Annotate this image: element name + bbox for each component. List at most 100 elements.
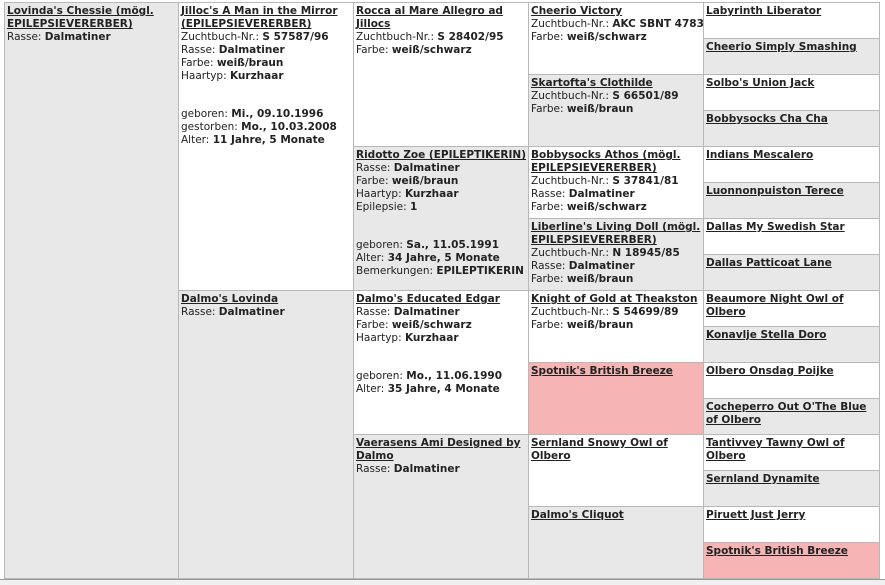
dog-name-link[interactable]: Beaumore Night Owl of Olbero [706, 293, 844, 318]
detail-value: S 54699/89 [612, 306, 679, 318]
detail-label: Rasse: [531, 188, 566, 200]
dog-name-link[interactable]: Dallas Patticoat Lane [706, 257, 832, 269]
dog-cell: Spotnik's British Breeze [528, 362, 704, 435]
dog-cell: Dalmo's Lovinda Rasse: Dalmatiner [178, 290, 354, 579]
detail-row: Farbe: weiß/schwarz [531, 31, 701, 44]
dog-name-link[interactable]: Bobbysocks Athos (mögl. EPILEPSIEVERERBE… [531, 149, 681, 174]
detail-row: Rasse: Dalmatiner [7, 31, 177, 44]
detail-value: weiß/braun [566, 103, 634, 115]
detail-row: geboren: Mo., 11.06.1990 [356, 370, 526, 383]
dog-name-link[interactable]: Sernland Dynamite [706, 473, 820, 485]
dog-name-link[interactable]: Tantivvey Tawny Owl of Olbero [706, 437, 845, 462]
info-block: Rasse: Dalmatiner [181, 306, 351, 319]
detail-value: S 37841/81 [612, 175, 679, 187]
detail-row: Zuchtbuch-Nr.: S 28402/95 [356, 31, 526, 44]
detail-row: Zuchtbuch-Nr.: AKC SBNT 478351 [531, 18, 703, 31]
detail-row: Rasse: Dalmatiner [181, 44, 351, 57]
dog-name-link[interactable]: Sernland Snowy Owl of Olbero [531, 437, 668, 462]
dog-cell: Dallas Patticoat Lane [703, 254, 880, 291]
dog-cell: Labyrinth Liberator [703, 2, 880, 39]
info-block: Rasse: Dalmatiner Farbe: weiß/schwarz Haar… [356, 306, 526, 345]
detail-row: Rasse: Dalmatiner [531, 188, 701, 201]
dog-cell: Knight of Gold at Theakston Zuchtbuch-Nr.… [528, 290, 704, 363]
dog-cell: Bobbysocks Athos (mögl. EPILEPSIEVERERBE… [528, 146, 704, 219]
dog-cell: Rocca al Mare Allegro ad Jillocs Zuchtbuc… [353, 2, 529, 147]
detail-label: Rasse: [181, 44, 216, 56]
dog-name-link[interactable]: Dalmo's Cliquot [531, 509, 624, 521]
detail-label: Zuchtbuch-Nr.: [531, 247, 610, 259]
info-block: Zuchtbuch-Nr.: AKC SBNT 478351Farbe: wei… [531, 18, 703, 44]
dog-name-link[interactable]: Dalmo's Educated Edgar [356, 293, 500, 305]
detail-label: Rasse: [7, 31, 42, 43]
detail-label: Bemerkungen: [356, 265, 434, 277]
dog-name-link[interactable]: Vaerasens Ami Designed by Dalmo [356, 437, 521, 462]
detail-label: Haartyp: [356, 188, 402, 200]
detail-value: Mi., 09.10.1996 [231, 108, 324, 120]
dog-name-link[interactable]: Piruett Just Jerry [706, 509, 806, 521]
detail-value: weiß/schwarz [391, 44, 472, 56]
dog-cell: Spotnik's British Breeze [703, 542, 880, 579]
info-block: Rasse: Dalmatiner Farbe: weiß/braun Haarty… [356, 162, 526, 214]
dog-name-link[interactable]: Spotnik's British Breeze [531, 365, 673, 377]
detail-row: Alter: 35 Jahre, 4 Monate [356, 383, 526, 396]
detail-value: S 28402/95 [437, 31, 504, 43]
detail-label: Zuchtbuch-Nr.: [356, 31, 435, 43]
dog-name-link[interactable]: Cheerio Simply Smashing [706, 41, 857, 53]
dog-name-link[interactable]: Olbero Onsdag Poijke [706, 365, 834, 377]
dog-name-link[interactable]: Skartofta's Clothilde [531, 77, 653, 89]
dog-name-link[interactable]: Jilloc's A Man in the Mirror (EPILEPSIEV… [181, 5, 338, 30]
detail-row: Zuchtbuch-Nr.: S 66501/89 [531, 90, 701, 103]
detail-row: Alter: 11 Jahre, 5 Monate [181, 134, 351, 147]
dog-name-link[interactable]: Luonnonpuiston Terece [706, 185, 844, 197]
dog-name-link[interactable]: Liberline's Living Doll (mögl. EPILEPSIE… [531, 221, 701, 246]
dog-cell: Olbero Onsdag Poijke [703, 362, 880, 399]
detail-value: weiß/braun [216, 57, 284, 69]
info-block: Zuchtbuch-Nr.: S 37841/81 Rasse: Dalmatin… [531, 175, 701, 214]
detail-row: Farbe: weiß/braun [356, 175, 526, 188]
detail-value: 34 Jahre, 5 Monate [387, 252, 500, 264]
info-block: Zuchtbuch-Nr.: S 28402/95 Farbe: weiß/sch… [356, 31, 526, 57]
detail-value: Dalmatiner [44, 31, 111, 43]
info-block: Zuchtbuch-Nr.: S 57587/96 Rasse: Dalmatin… [181, 31, 351, 83]
dog-name-link[interactable]: Ridotto Zoe (EPILEPTIKERIN) [356, 149, 527, 161]
dog-name-link[interactable]: Cocheperro Out O'The Blue of Olbero [706, 401, 867, 426]
detail-value: 35 Jahre, 4 Monate [387, 383, 500, 395]
detail-row: Rasse: Dalmatiner [531, 260, 701, 273]
detail-label: Zuchtbuch-Nr.: [531, 18, 610, 30]
detail-row: Farbe: weiß/braun [181, 57, 351, 70]
detail-label: Farbe: [356, 319, 389, 331]
dog-name-link[interactable]: Bobbysocks Cha Cha [706, 113, 828, 125]
detail-label: Farbe: [531, 31, 564, 43]
dog-cell: Cheerio Simply Smashing [703, 38, 880, 75]
detail-label: Haartyp: [181, 70, 227, 82]
detail-row: Alter: 34 Jahre, 5 Monate [356, 252, 526, 265]
dog-name-link[interactable]: Cheerio Victory [531, 5, 623, 17]
detail-label: Farbe: [356, 44, 389, 56]
detail-label: Farbe: [181, 57, 214, 69]
dog-name-link[interactable]: Lovinda's Chessie (mögl. EPILEPSIEVERERB… [7, 5, 154, 30]
dog-name-link[interactable]: Dalmo's Lovinda [181, 293, 279, 305]
dog-name-link[interactable]: Labyrinth Liberator [706, 5, 822, 17]
detail-value: S 57587/96 [262, 31, 329, 43]
detail-row: Bemerkungen: EPILEPTIKERIN [356, 265, 526, 278]
life-block: geboren: Sa., 11.05.1991 Alter: 34 Jahre,… [356, 239, 526, 278]
detail-value: weiß/schwarz [566, 31, 647, 43]
detail-label: gestorben: [181, 121, 238, 133]
detail-row: geboren: Sa., 11.05.1991 [356, 239, 526, 252]
dog-cell: Solbo's Union Jack [703, 74, 880, 111]
dog-name-link[interactable]: Rocca al Mare Allegro ad Jillocs [356, 5, 503, 30]
detail-value: Mo., 10.03.2008 [241, 121, 337, 133]
dog-cell: Beaumore Night Owl of Olbero [703, 290, 880, 327]
dog-name-link[interactable]: Knight of Gold at Theakston [531, 293, 698, 305]
dog-cell: Vaerasens Ami Designed by Dalmo Rasse: Da… [353, 434, 529, 579]
dog-name-link[interactable]: Dallas My Swedish Star [706, 221, 845, 233]
detail-row: Farbe: weiß/braun [531, 319, 701, 332]
detail-label: Rasse: [356, 306, 391, 318]
dog-name-link[interactable]: Solbo's Union Jack [706, 77, 815, 89]
dog-name-link[interactable]: Indians Mescalero [706, 149, 814, 161]
detail-row: Farbe: weiß/schwarz [356, 319, 526, 332]
dog-cell: Skartofta's Clothilde Zuchtbuch-Nr.: S 66… [528, 74, 704, 147]
dog-name-link[interactable]: Spotnik's British Breeze [706, 545, 848, 557]
dog-name-link[interactable]: Konavlje Stella Doro [706, 329, 827, 341]
detail-value: Kurzhaar [229, 70, 284, 82]
